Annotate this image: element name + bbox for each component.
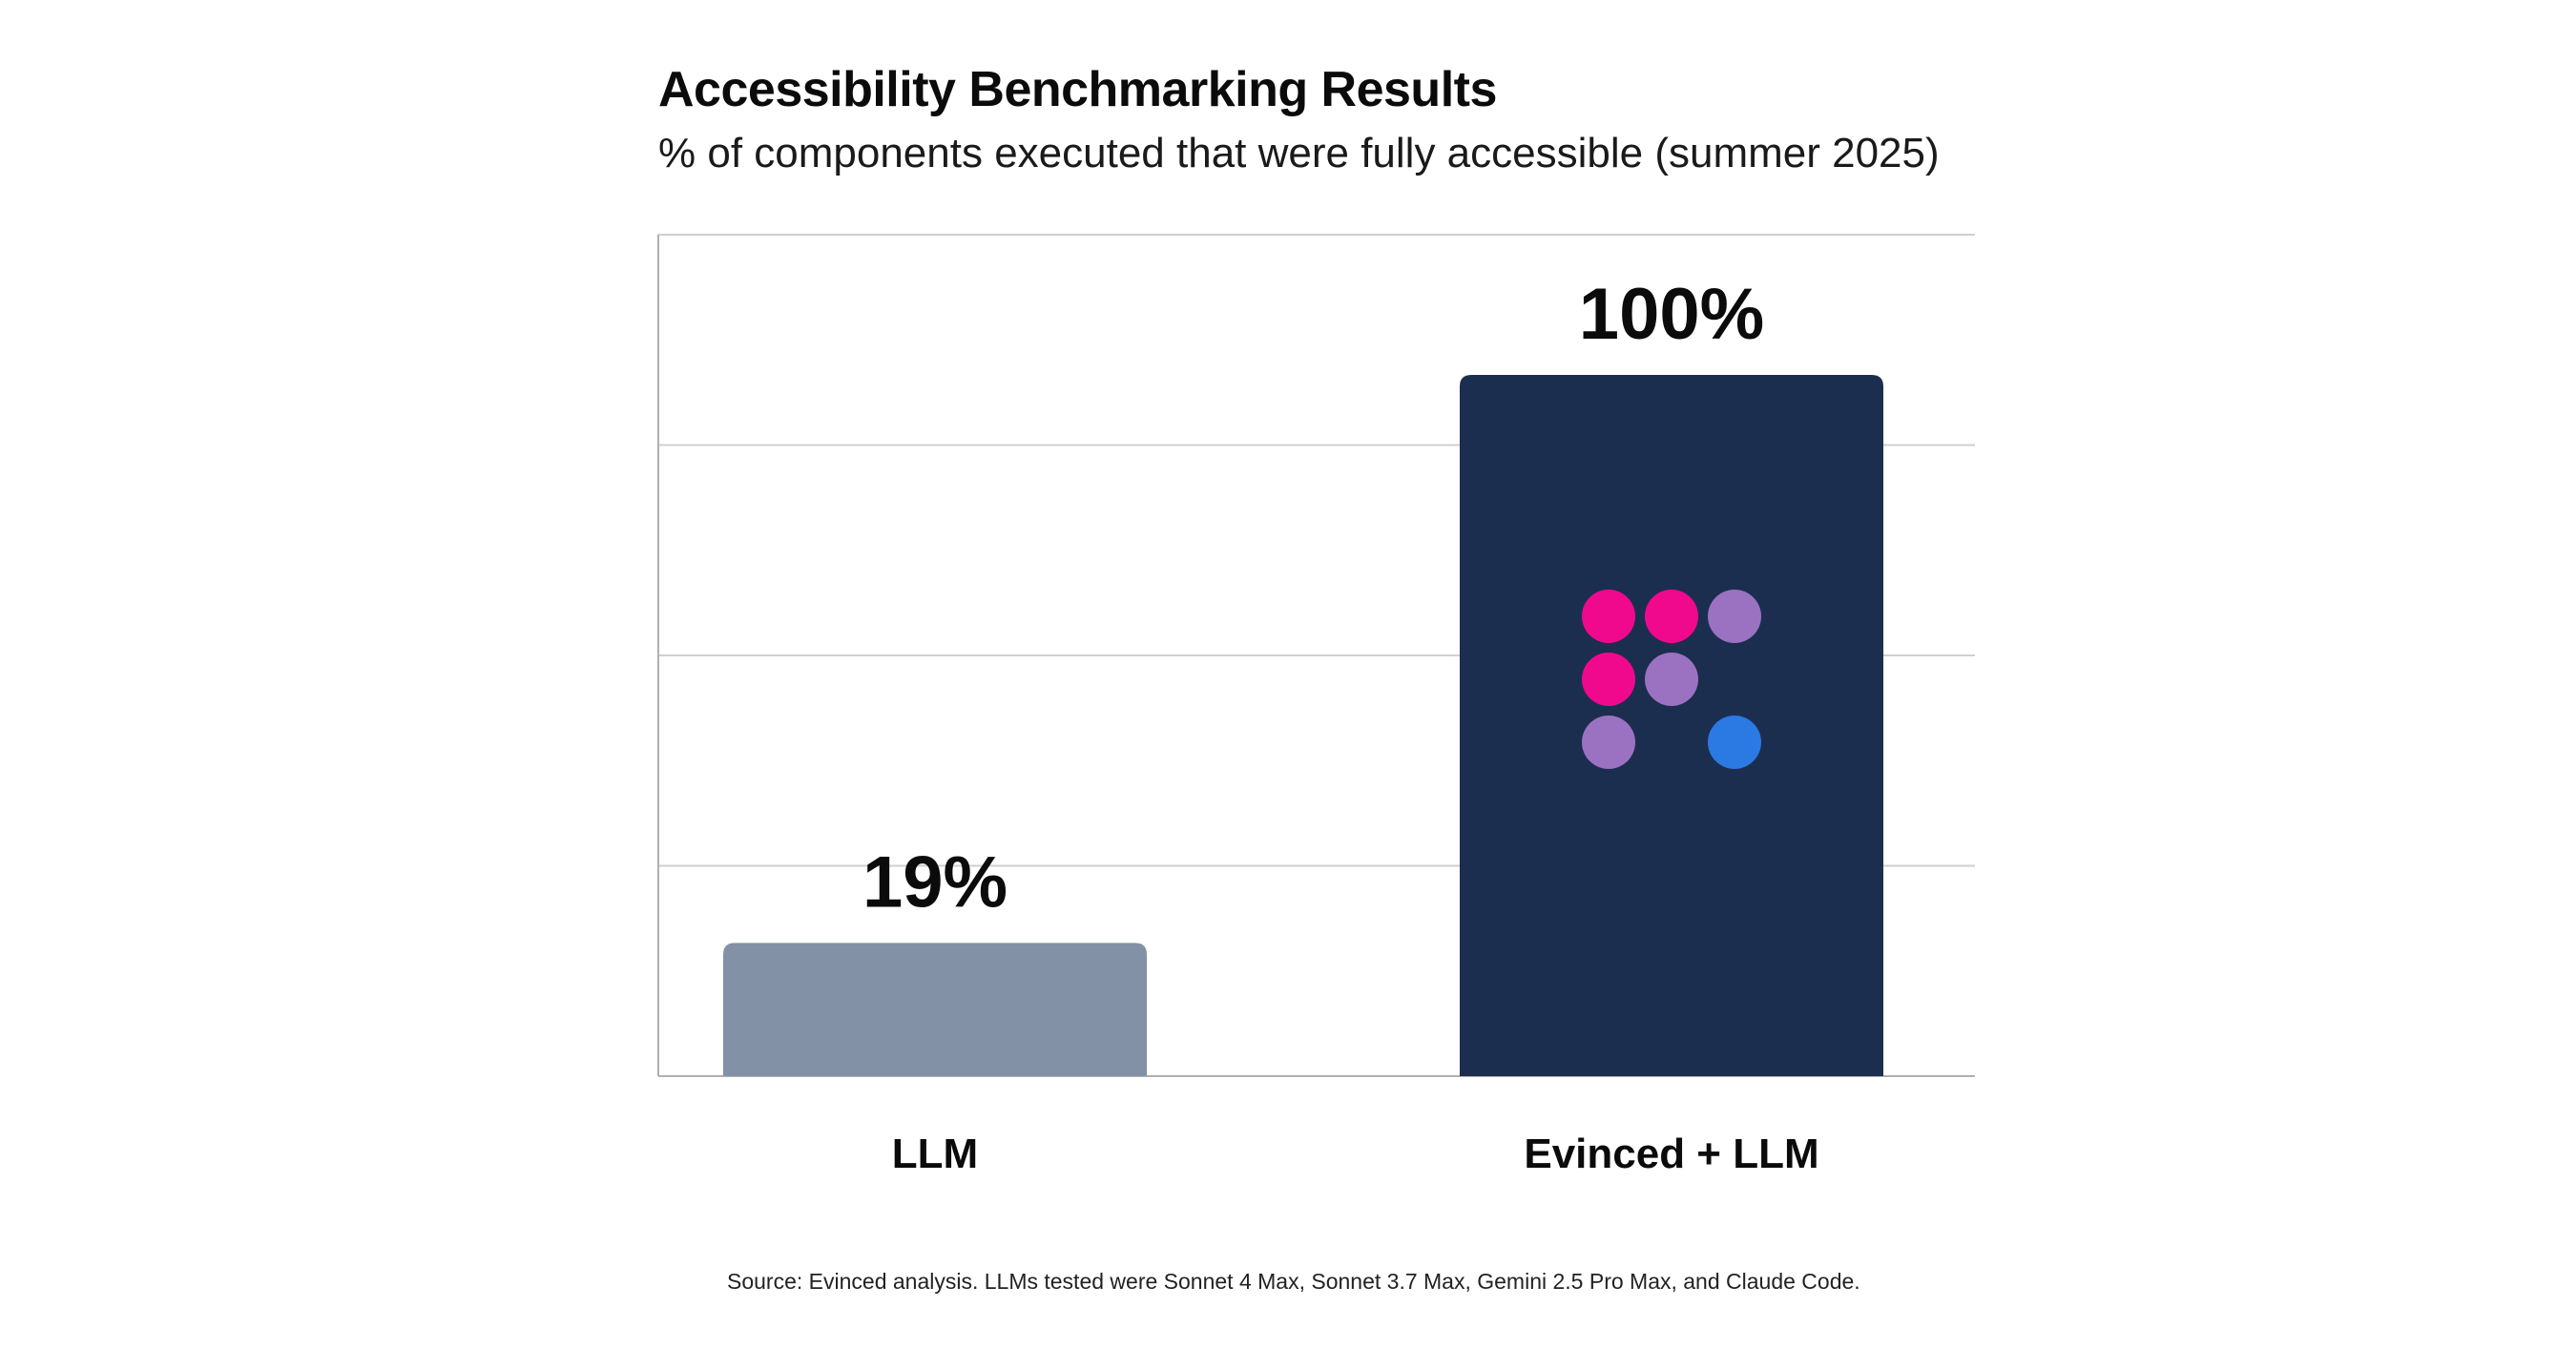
logo-dot: [1582, 653, 1635, 706]
x-tick-label: Evinced + LLM: [1524, 1131, 1818, 1177]
data-label: 19%: [862, 841, 1008, 923]
data-label: 100%: [1579, 274, 1764, 355]
logo-dot: [1582, 590, 1635, 643]
labels: 19% LLM 100% Evinced + LLM: [862, 274, 1819, 1177]
bars: [723, 375, 1883, 1076]
logo-dot: [1582, 716, 1635, 769]
evinced-logo-icon: [1582, 590, 1761, 769]
source-note: Source: Evinced analysis. LLMs tested we…: [727, 1269, 1860, 1294]
logo-dot: [1708, 716, 1761, 769]
x-tick-label: LLM: [892, 1131, 978, 1177]
bar-evinced-llm: [1460, 375, 1883, 1076]
chart-title: Accessibility Benchmarking Results: [658, 62, 1497, 117]
logo-dot: [1645, 590, 1698, 643]
logo-dot: [1708, 590, 1761, 643]
bar-llm: [723, 943, 1147, 1076]
logo-dot: [1645, 653, 1698, 706]
chart-subtitle: % of components executed that were fully…: [658, 130, 1940, 176]
